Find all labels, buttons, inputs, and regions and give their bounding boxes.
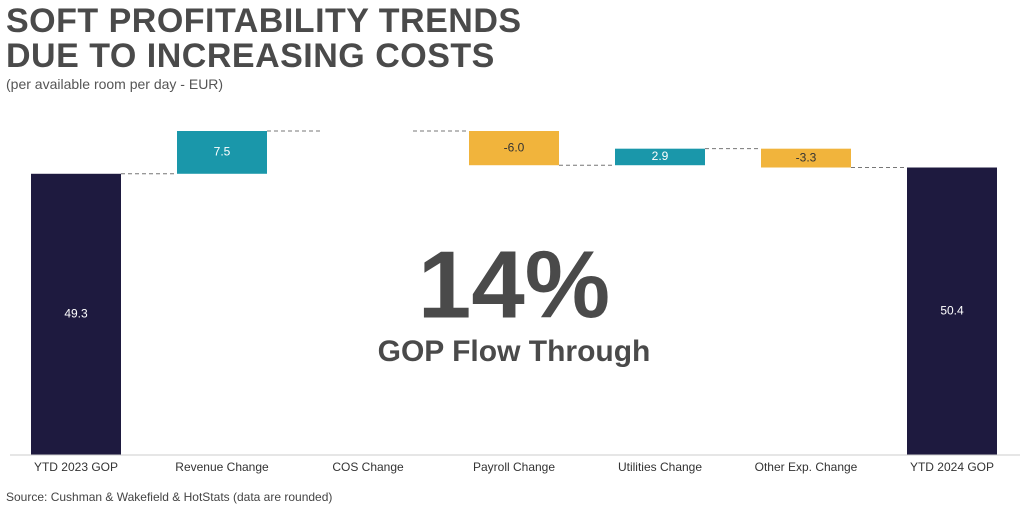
bar xyxy=(177,131,267,174)
x-tick-label: YTD 2023 GOP xyxy=(34,460,118,474)
value-label: 7.5 xyxy=(214,145,231,159)
x-tick-label: Utilities Change xyxy=(618,460,702,474)
bar xyxy=(761,148,851,168)
value-label: 49.3 xyxy=(64,307,88,321)
annotation-label: GOP Flow Through xyxy=(378,335,651,368)
x-tick-label: Revenue Change xyxy=(175,460,269,474)
chart-subtitle: (per available room per day - EUR) xyxy=(6,76,224,92)
x-tick-label: COS Change xyxy=(332,460,404,474)
value-label: -6.0 xyxy=(504,140,525,154)
x-tick-label: Payroll Change xyxy=(473,460,555,474)
chart: 14%GOP Flow Through 49.3 YTD 2023 GOP 7.5 Re… xyxy=(10,130,1020,474)
bar xyxy=(31,173,121,456)
annotation-value: 14% xyxy=(418,231,610,338)
x-tick-label: Other Exp. Change xyxy=(755,460,858,474)
value-label: 50.4 xyxy=(940,303,964,317)
value-label: -3.3 xyxy=(796,150,817,164)
x-tick-label: YTD 2024 GOP xyxy=(910,460,994,474)
bar xyxy=(907,167,997,455)
bar xyxy=(615,148,705,166)
source-note: Source: Cushman & Wakefield & HotStats (… xyxy=(6,490,333,504)
value-label: 2.9 xyxy=(652,149,669,163)
bar xyxy=(469,131,559,166)
chart-title: SOFT PROFITABILITY TRENDS DUE TO INCREAS… xyxy=(6,2,522,75)
